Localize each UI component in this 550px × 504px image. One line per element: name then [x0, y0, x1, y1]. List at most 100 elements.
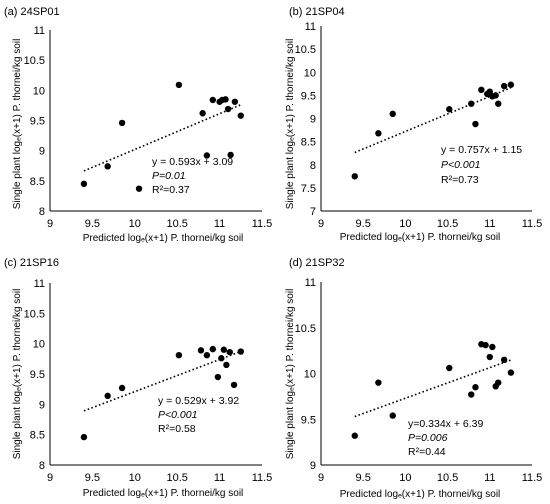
panel-a-data-point	[222, 96, 229, 103]
panel-a-data-point	[237, 112, 244, 119]
panel-d-data-point	[495, 379, 502, 386]
panel-b-x-tick-label: 10.5	[437, 218, 458, 230]
panel-a-data-point	[118, 119, 126, 127]
panel-a-data-point	[224, 105, 232, 113]
panel-b-y-label: Single plant logₑ(x+1) P. thornei/kg soi…	[285, 39, 296, 210]
panel-d-r-squared: R²=0.44	[408, 446, 446, 458]
panel-b-data-point	[478, 86, 485, 94]
panel-b-x-tick-labels: 9 9.5 10 10.5 11 11.5	[318, 218, 542, 230]
panel-c-data-point	[226, 348, 233, 356]
panel-a-x-label: Predicted logₑ(x+1) P. thornei/kg soil	[83, 233, 244, 244]
panel-d-data-point	[468, 391, 475, 398]
panel-b-data-point	[472, 120, 479, 128]
panel-c-r-squared: R²=0.58	[158, 423, 196, 435]
panel-c-data-point	[209, 345, 217, 353]
panel-a-x-tick-labels: 9 9.5 10 10.5 11 11.5	[47, 218, 272, 230]
panel-a-x-tick-label: 11.5	[252, 218, 273, 230]
panel-c-data-point	[223, 361, 230, 369]
panel-b-data-point	[507, 81, 515, 88]
panel-b-x-tick-label: 10	[399, 218, 411, 230]
panel-c-x-tick-label: 11.5	[252, 472, 273, 484]
panel-a-data-point	[80, 180, 88, 188]
panel-a-x-tick-label: 10.5	[166, 218, 187, 230]
panel-b-y-tick-label: 10	[304, 67, 316, 79]
panel-d-data-point	[351, 432, 358, 439]
panel-d-x-tick-labels: 9 9.5 10 10.5 11 11.5	[318, 472, 542, 484]
panel-b-data-point	[468, 100, 475, 107]
panel-a-y-tick-label: 8	[39, 206, 45, 218]
panel-a-y-tick-label: 11	[34, 25, 45, 37]
panel-a-p-value: P=0.01	[152, 170, 186, 182]
panel-a-y-tick-label: 10.5	[24, 55, 45, 67]
panel-d-y-tick-label: 9.5	[301, 414, 316, 426]
panel-c-data-point	[237, 348, 244, 355]
panel-a-data-point	[227, 151, 234, 159]
panel-d-y-label: Single plant logₑ(x+1) P. thornei/kg soi…	[285, 289, 296, 460]
panel-b-y-tick-label: 8.5	[301, 137, 316, 149]
panel-a-y-tick-labels: 8 8.5 9 9.5 10 10.5 11	[24, 25, 45, 218]
panel-a-x-tick-label: 11	[214, 218, 225, 230]
panel-d-data-point	[507, 369, 515, 376]
panel-d-data-point	[482, 341, 489, 349]
panel-d-x-tick-label: 10.5	[437, 472, 458, 484]
panel-a-x-tick-label: 10	[129, 218, 141, 230]
panel-a-x-tick-label: 9	[47, 218, 53, 230]
panel-c-y-tick-label: 9.5	[30, 369, 45, 381]
panel-c-x-tick-label: 10.5	[166, 472, 187, 484]
panel-a-data-point	[203, 152, 211, 159]
panel-c-data-point	[80, 433, 88, 441]
panel-a-title: (a) 24SP01	[4, 6, 60, 18]
panel-a-y-tick-label: 9	[39, 146, 45, 158]
panel-c-y-tick-label: 8	[39, 460, 45, 472]
panel-d-x-tick-label: 11	[484, 472, 495, 484]
panel-c-data-point	[118, 384, 126, 392]
panel-a-equation: y = 0.593x + 3.09	[152, 156, 233, 168]
panel-b-data-point	[495, 100, 502, 107]
panel-d-data-point	[446, 364, 453, 372]
panel-d-y-tick-label: 10.5	[295, 323, 316, 335]
panel-c-y-tick-label: 8.5	[30, 430, 45, 442]
panel-c-data-point	[218, 355, 225, 362]
panel-d-p-value: P=0.006	[408, 432, 448, 444]
panel-c-y-tick-label: 10.5	[24, 308, 45, 320]
panel-d-data-point	[486, 353, 493, 361]
panel-b-y-tick-label: 7	[310, 206, 316, 218]
panel-b-data-point	[500, 82, 508, 90]
panel-d-data-point	[389, 412, 396, 419]
panel-b-trendline	[354, 86, 512, 154]
panel-d: (d) 21SP32 9 9.5 10 10.5 11 9 9.5 10 10.5 11 11.5…	[285, 257, 542, 500]
panel-a-r-squared: R²=0.37	[152, 184, 190, 196]
panel-c-x-tick-label: 11	[214, 472, 225, 484]
panel-c-y-tick-label: 9	[39, 399, 45, 411]
panel-c-data-point	[220, 346, 228, 353]
panel-d-y-tick-label: 9	[310, 460, 316, 472]
panel-a-y-tick-label: 9.5	[30, 116, 45, 128]
panel-b-x-tick-label: 9.5	[356, 218, 371, 230]
panel-c-data-point	[214, 373, 222, 381]
panel-c-data-point	[104, 392, 111, 400]
panel-a-y-tick-label: 8.5	[30, 176, 45, 188]
panel-a-data-point	[135, 185, 143, 192]
panel-d-data-point	[472, 384, 479, 391]
panel-a-data-point	[231, 98, 239, 105]
panel-a-trendline	[83, 104, 242, 172]
panel-b-x-label: Predicted logₑ(x+1) P. thornei/kg soil	[340, 232, 501, 243]
panel-c-points	[80, 345, 244, 441]
panel-c-data-point	[197, 347, 205, 354]
panel-c-title: (c) 21SP16	[4, 257, 59, 269]
panel-c-p-value: P<0.001	[158, 409, 197, 421]
panel-b-data-point	[351, 173, 358, 180]
panel-c-x-tick-label: 9	[47, 472, 53, 484]
panel-a-y-tick-label: 10	[33, 85, 45, 97]
panel-c-x-tick-labels: 9 9.5 10 10.5 11 11.5	[47, 472, 272, 484]
panel-d-x-label: Predicted logₑ(x+1) P. thornei/kg soil	[340, 489, 501, 500]
panel-d-points	[351, 341, 515, 439]
panel-c-y-tick-labels: 8 8.5 9 9.5 10 10.5 11	[24, 278, 45, 472]
panel-b-x-tick-label: 9	[318, 218, 324, 230]
panel-b-p-value: P<0.001	[441, 159, 480, 171]
panel-d-x-tick-label: 10	[399, 472, 411, 484]
panel-c-x-tick-label: 9.5	[85, 472, 100, 484]
panel-b-x-tick-label: 11	[484, 218, 495, 230]
panel-a-data-point	[199, 110, 206, 117]
